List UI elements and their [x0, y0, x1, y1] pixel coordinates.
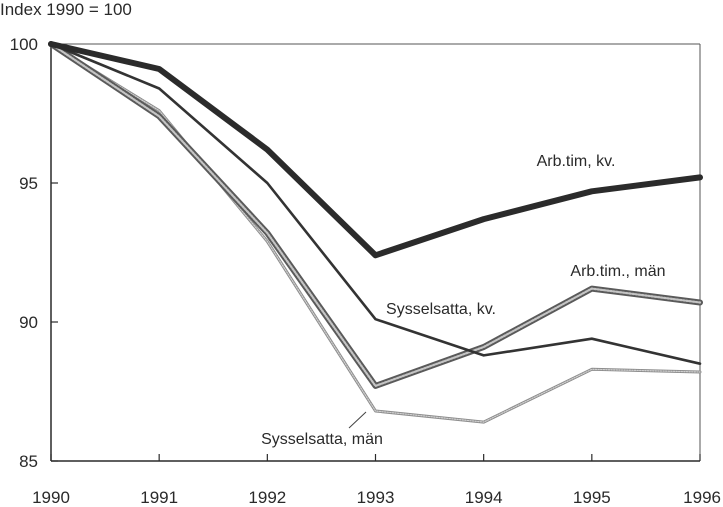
- series-line-sysselsatta-man: [49, 42, 702, 424]
- x-tick-label: 1995: [573, 488, 611, 507]
- series-label-sysselsatta-man: Sysselsatta, män: [261, 431, 383, 448]
- series-line-arb-tim-man: [48, 41, 703, 389]
- series-label-arb-tim-man: Arb.tim., män: [570, 263, 665, 280]
- x-tick-label: 1994: [465, 488, 503, 507]
- y-tick-label: 100: [10, 35, 38, 54]
- series-labels: Arb.tim, kv. Sysselsatta, kv. Arb.tim., mä…: [261, 153, 665, 448]
- series-label-arb-tim-kv: Arb.tim, kv.: [537, 153, 616, 170]
- x-tick-label: 1992: [248, 488, 286, 507]
- label-pointer-sysselsatta-man: [348, 411, 367, 429]
- series-label-sysselsatta-kv: Sysselsatta, kv.: [386, 301, 496, 318]
- x-tick-label: 1996: [683, 488, 721, 507]
- x-tick-label: 1990: [32, 488, 70, 507]
- x-tick-label: 1993: [357, 488, 395, 507]
- axes: 85 90 95 100 1990 1991 1992 1993 1994 1995 1996: [10, 35, 721, 507]
- series-line-arb-tim-kv: [48, 41, 703, 259]
- y-tick-label: 85: [19, 452, 38, 471]
- y-tick-label: 90: [19, 313, 38, 332]
- series-layer: [48, 41, 703, 424]
- y-tick-label: 95: [19, 174, 38, 193]
- series-line-sysselsatta-kv: [49, 42, 702, 366]
- x-tick-label: 1991: [140, 488, 178, 507]
- y-axis-label: Index 1990 = 100: [0, 0, 132, 19]
